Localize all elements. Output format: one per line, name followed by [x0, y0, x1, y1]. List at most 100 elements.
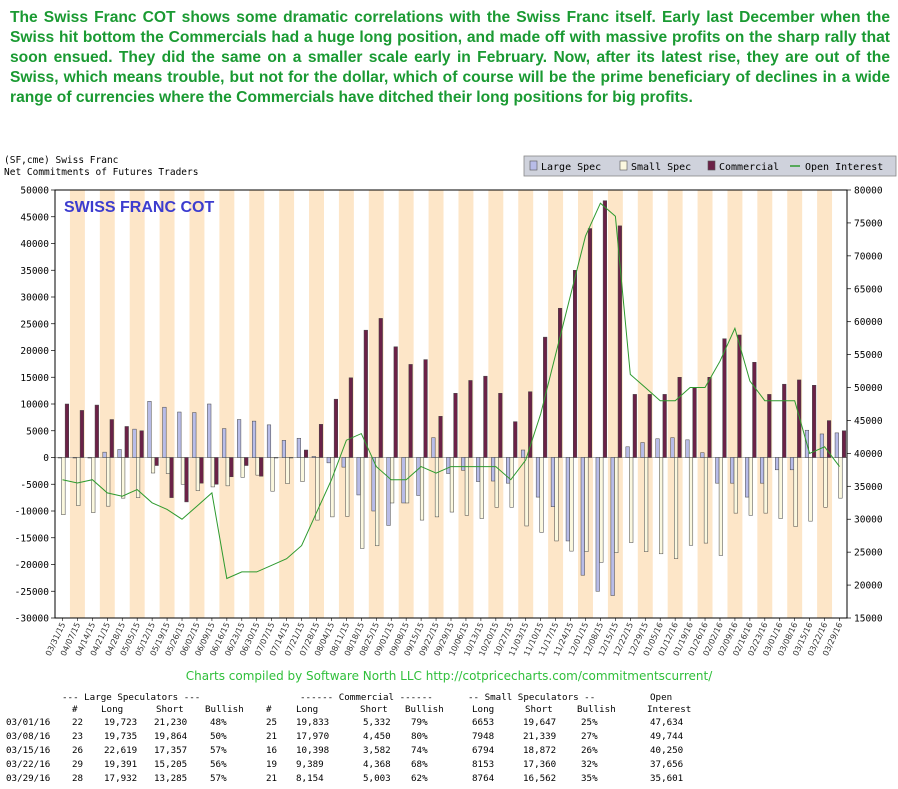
bar-small-spec: [674, 457, 679, 559]
bar-commercial: [767, 394, 772, 458]
bar-large-spec: [640, 442, 645, 458]
plot-background: [55, 190, 847, 618]
bar-large-spec: [102, 451, 107, 458]
bar-large-spec: [341, 457, 346, 468]
bar-large-spec: [446, 457, 451, 474]
band: [279, 190, 295, 618]
table-col-header: Short: [525, 704, 553, 715]
table-cell: 22: [72, 717, 84, 728]
bar-commercial: [483, 375, 488, 458]
table-cell: 19,735: [104, 731, 138, 742]
y-tick-label: 20000: [20, 346, 49, 357]
chart-title: SWISS FRANC COT: [64, 199, 214, 216]
table-cell: 57%: [210, 773, 227, 784]
bar-small-spec: [464, 457, 469, 516]
bar-small-spec: [165, 457, 171, 474]
table-col-header: Long: [296, 704, 319, 715]
band: [697, 190, 713, 618]
legend-label-commercial: Commercial: [719, 162, 779, 173]
bar-large-spec: [461, 457, 466, 471]
band: [757, 190, 773, 618]
bar-commercial: [199, 457, 204, 484]
band: [548, 190, 564, 618]
bar-large-spec: [117, 449, 122, 458]
y-tick-label: -30000: [15, 614, 50, 625]
bar-large-spec: [401, 457, 406, 504]
table-cell: 5,332: [363, 717, 391, 728]
chart-footer: Charts compiled by Software North LLC ht…: [186, 669, 713, 683]
band: [249, 190, 265, 618]
bar-small-spec: [539, 457, 544, 533]
y-tick-label: 45000: [20, 212, 49, 223]
table-cell: 16: [266, 745, 278, 756]
bar-commercial: [274, 457, 279, 459]
bar-commercial: [348, 377, 353, 458]
table-cell: 48%: [210, 717, 227, 728]
y-tick-label: -5000: [20, 480, 49, 491]
table-cell: 26: [72, 745, 84, 756]
bar-small-spec: [121, 457, 126, 499]
table-col-header: Short: [360, 704, 388, 715]
bar-small-spec: [479, 457, 484, 519]
bar-commercial: [827, 420, 832, 458]
bar-large-spec: [476, 457, 481, 482]
bar-commercial: [797, 379, 802, 458]
bar-small-spec: [599, 457, 604, 563]
bar-small-spec: [390, 457, 395, 504]
bar-large-spec: [625, 446, 630, 458]
band: [428, 190, 444, 618]
bar-large-spec: [565, 457, 570, 542]
bar-large-spec: [177, 411, 182, 458]
y2-tick-label: 45000: [854, 416, 883, 427]
bar-small-spec: [375, 457, 380, 547]
table-cell: 68%: [411, 759, 428, 770]
bar-commercial: [244, 457, 249, 466]
y-tick-label: 5000: [26, 426, 49, 437]
table-cell: 6653: [472, 717, 495, 728]
bar-large-spec: [311, 456, 316, 458]
table-cell: 79%: [411, 717, 428, 728]
y2-tick-label: 60000: [854, 317, 883, 328]
bar-large-spec: [700, 452, 705, 458]
bar-large-spec: [685, 439, 690, 458]
bar-small-spec: [106, 457, 111, 507]
bar-commercial: [812, 385, 817, 458]
band: [518, 190, 534, 618]
bar-commercial: [662, 394, 667, 458]
bar-small-spec: [703, 457, 708, 544]
bar-small-spec: [718, 457, 723, 556]
bar-large-spec: [520, 449, 526, 458]
bar-small-spec: [330, 457, 335, 518]
table-cell: 28: [72, 773, 84, 784]
bars: [57, 200, 847, 596]
table-group-commercial: ------ Commercial ------: [300, 692, 433, 703]
band: [159, 190, 175, 618]
table-cell: 13,285: [154, 773, 188, 784]
bar-small-spec: [360, 457, 365, 549]
bar-commercial: [782, 383, 787, 458]
legend: Large Spec Small Spec Commercial Open In…: [523, 155, 897, 177]
bar-small-spec: [434, 457, 439, 518]
table-cell: 62%: [411, 773, 428, 784]
table-cell: 7948: [472, 731, 495, 742]
y-tick-label: 10000: [20, 400, 49, 411]
table-cell: 35%: [581, 773, 598, 784]
table-cell: 47,634: [650, 717, 684, 728]
bar-small-spec: [150, 457, 156, 474]
bar-commercial: [64, 403, 69, 458]
table-cell: 19,864: [154, 731, 188, 742]
alternating-bands: [69, 190, 833, 618]
table-cell: 03/22/16: [6, 759, 51, 770]
bar-small-spec: [584, 457, 589, 552]
bar-small-spec: [838, 457, 843, 499]
bar-commercial: [722, 338, 727, 458]
bar-small-spec: [270, 457, 275, 492]
bar-large-spec: [222, 428, 227, 458]
y2-tick-label: 20000: [854, 581, 883, 592]
table-cell: 5,003: [363, 773, 391, 784]
y2-tick-label: 50000: [854, 383, 883, 394]
y2-tick-label: 30000: [854, 515, 883, 526]
y-tick-label: 0: [43, 453, 49, 464]
bar-small-spec: [345, 457, 350, 517]
table-cell: 21,230: [154, 717, 188, 728]
